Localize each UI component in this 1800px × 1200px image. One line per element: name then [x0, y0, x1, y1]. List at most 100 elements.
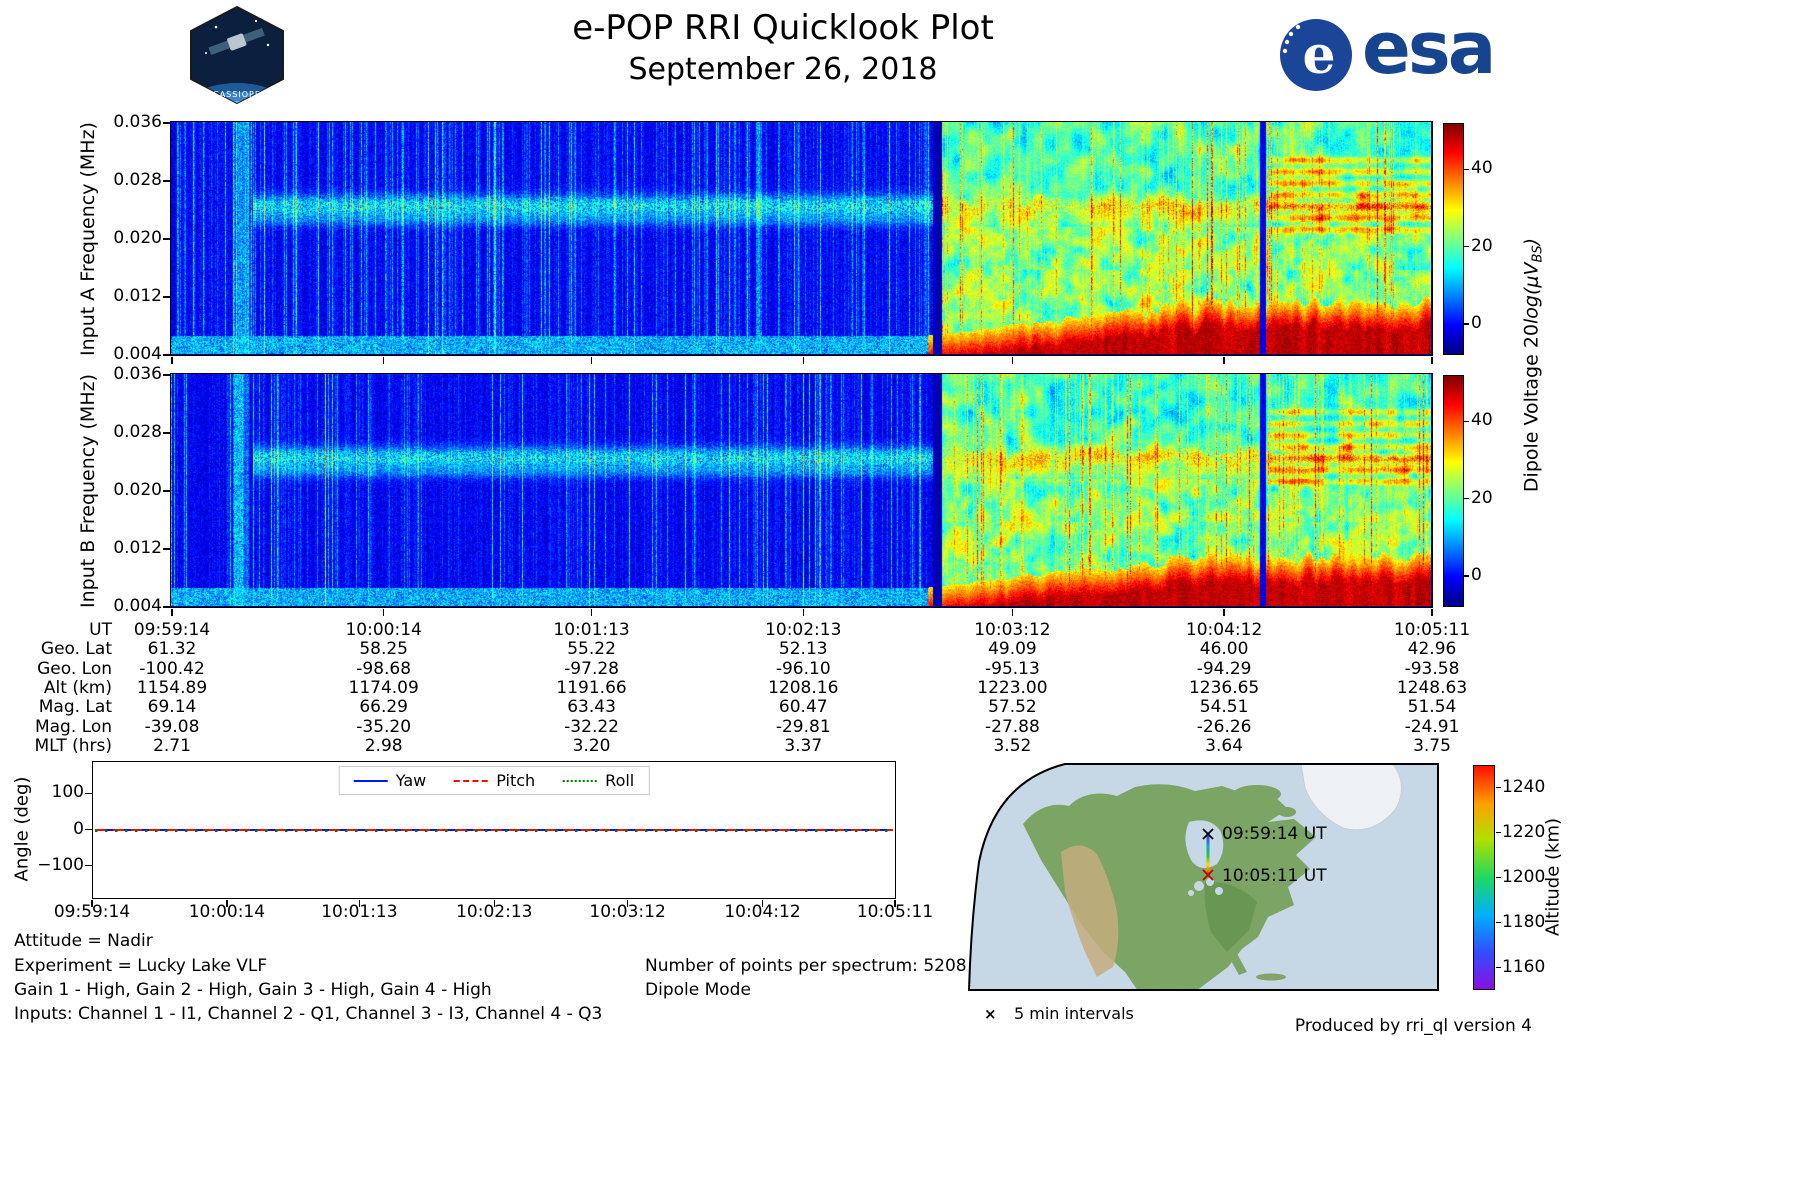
esa-wordmark: esa [1362, 6, 1496, 90]
ephemeris-cell: 58.25 [359, 639, 408, 660]
map-graphic [967, 763, 1439, 991]
spec-a-ytick-mark [163, 296, 170, 298]
spec-a-ytick-label: 0.020 [113, 228, 162, 249]
colorbar-b-tick-label: 40 [1471, 410, 1493, 431]
ephemeris-cell: 54.51 [1199, 697, 1249, 718]
ephemeris-cell: 2.71 [153, 735, 191, 756]
angle-xtick-mark [91, 899, 93, 907]
inputs-text: Inputs: Channel 1 - I1, Channel 2 - Q1, … [14, 1004, 603, 1024]
track-end-marker [1202, 869, 1214, 881]
spec-a-ytick-mark [163, 122, 170, 124]
altitude-colorbar-label: Altitude (km) [1542, 817, 1564, 937]
map-cuba [1256, 973, 1286, 981]
colorbar-label-prefix: Dipole Voltage 20 [1520, 323, 1543, 493]
ephemeris-cell: 52.13 [778, 639, 828, 660]
ephemeris-cell: -32.22 [564, 716, 619, 737]
experiment-text: Experiment = Lucky Lake VLF [14, 956, 268, 976]
ephemeris-cell: 66.29 [359, 697, 408, 718]
ephemeris-row-label: Mag. Lon [34, 716, 112, 737]
map-greenland [1300, 764, 1402, 831]
spec-b-ytick-mark [163, 490, 170, 492]
produced-by-text: Produced by rri_ql version 4 [1294, 1016, 1532, 1036]
map-hudson-bay [1185, 820, 1224, 869]
roll-line [95, 830, 893, 832]
ephemeris-cell: 2.98 [364, 735, 403, 756]
ephemeris-cell: 1223.00 [977, 677, 1048, 698]
ephemeris-cell: 10:01:13 [553, 620, 630, 640]
ephemeris-cell: 3.37 [784, 735, 823, 756]
ephemeris-cell: -100.42 [139, 658, 205, 679]
ephemeris-row-label: Alt (km) [43, 677, 112, 698]
pitch-label: Pitch [496, 771, 536, 790]
ephemeris-row-label: Geo. Lon [37, 658, 112, 679]
map-boundary [967, 763, 1439, 991]
esa-e-glyph: e [1302, 25, 1335, 86]
plot-date: September 26, 2018 [628, 52, 938, 87]
spectrogram-b-panel [170, 373, 1433, 608]
panel-b-ylabel: Input B Frequency (MHz) [77, 374, 99, 608]
spec-b-xtick-mark [1011, 608, 1014, 616]
angle-xtick-label: 10:05:11 [856, 902, 934, 923]
pitch-line-sample [454, 779, 489, 782]
roll-label: Roll [605, 771, 635, 790]
alt-colorbar-tick-label: 1180 [1502, 911, 1546, 932]
ephemeris-cell: 1174.09 [348, 677, 419, 698]
track-start-label: 09:59:14 UT [1222, 824, 1327, 844]
ephemeris-cell: 60.47 [778, 697, 828, 718]
alt-colorbar-tick-mark [1496, 876, 1501, 879]
spec-a-xtick-mark [590, 356, 593, 364]
attitude-text: Attitude = Nadir [14, 931, 153, 951]
spec-a-ytick-mark [163, 180, 170, 182]
angle-xtick-mark [226, 899, 228, 907]
angle-xtick-mark [894, 899, 896, 907]
spec-b-ytick-label: 0.036 [113, 364, 162, 385]
alt-colorbar-tick-label: 1240 [1502, 776, 1546, 797]
ephemeris-cell: 61.32 [147, 639, 197, 660]
map-west-terrain [1061, 845, 1119, 977]
map-land-ocean [969, 764, 1438, 990]
ephemeris-cell: -27.88 [985, 716, 1040, 737]
angle-xtick-label: 09:59:14 [53, 902, 131, 923]
yaw-label: Yaw [395, 771, 427, 790]
angle-xtick-mark [761, 899, 764, 907]
ephemeris-cell: -35.20 [356, 716, 412, 737]
map-arctic-island [1233, 785, 1281, 803]
colorbar-b-tick-label: 20 [1471, 487, 1493, 508]
patch-mission-name: CASSIOPE [213, 90, 261, 99]
ephemeris-cell: 46.00 [1199, 639, 1249, 660]
spec-a-ytick-label: 0.028 [113, 170, 162, 191]
ephemeris-cell: 3.64 [1205, 735, 1244, 756]
spec-a-xtick-mark [1011, 356, 1014, 364]
ephemeris-cell: 51.54 [1407, 697, 1457, 718]
angle-plot-area: Yaw Pitch Roll [92, 761, 896, 899]
points-per-spectrum-text: Number of points per spectrum: 5208 [645, 956, 967, 976]
colorbar-a-tick-mark [1464, 323, 1469, 325]
yaw-line-sample [353, 779, 388, 782]
colorbar-b-tick-mark [1464, 420, 1469, 423]
ephemeris-cell: -39.08 [144, 716, 200, 737]
spec-b-xtick-mark [802, 608, 804, 616]
spec-a-ytick-mark [163, 238, 170, 240]
spec-b-ytick-label: 0.012 [113, 538, 162, 559]
spec-b-ytick-label: 0.028 [113, 422, 162, 443]
alt-colorbar-tick-mark [1496, 786, 1501, 789]
angle-xtick-label: 10:00:14 [188, 902, 266, 923]
spec-b-ytick-mark [163, 374, 170, 376]
spec-b-xtick-mark [1223, 608, 1225, 616]
ephemeris-cell: 1191.66 [556, 677, 627, 698]
ground-track-map [965, 762, 1440, 992]
altitude-colorbar [1473, 765, 1495, 990]
colorbar-label-suffix: ) [1520, 237, 1543, 246]
ephemeris-cell: 42.96 [1407, 639, 1457, 660]
angle-xtick-mark [493, 899, 496, 907]
ephemeris-cell: 69.14 [147, 697, 197, 718]
spec-a-ytick-label: 0.004 [113, 344, 162, 365]
map-arctic-island [1212, 803, 1238, 813]
spec-b-ytick-mark [163, 606, 170, 608]
plot-title: e-POP RRI Quicklook Plot [572, 8, 994, 48]
map-great-lake [1188, 890, 1194, 896]
angle-xtick-label: 10:03:12 [589, 902, 666, 923]
spec-a-xtick-mark [802, 356, 804, 364]
spec-b-ytick-mark [163, 432, 170, 434]
alt-colorbar-tick-label: 1160 [1502, 956, 1546, 977]
